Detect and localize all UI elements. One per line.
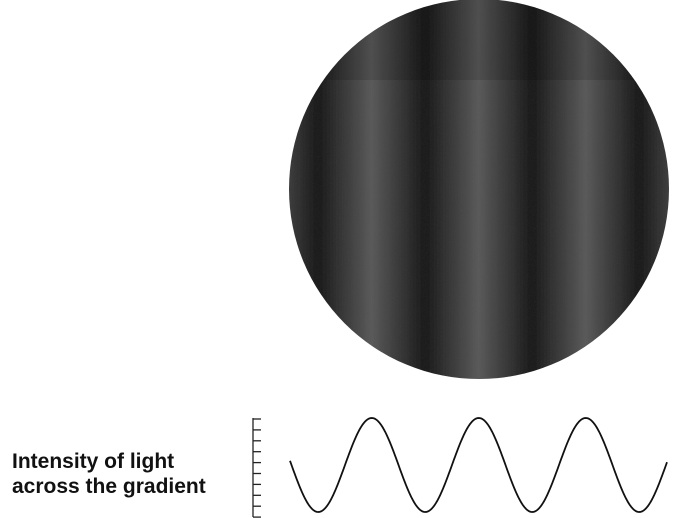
intensity-scale xyxy=(253,418,261,517)
diagram: Intensity of light across the gradient xyxy=(0,0,679,518)
intensity-curve xyxy=(290,418,667,512)
label-line: Intensity of light xyxy=(12,450,174,473)
interference-disk xyxy=(289,0,669,379)
label-line: across the gradient xyxy=(12,475,206,498)
